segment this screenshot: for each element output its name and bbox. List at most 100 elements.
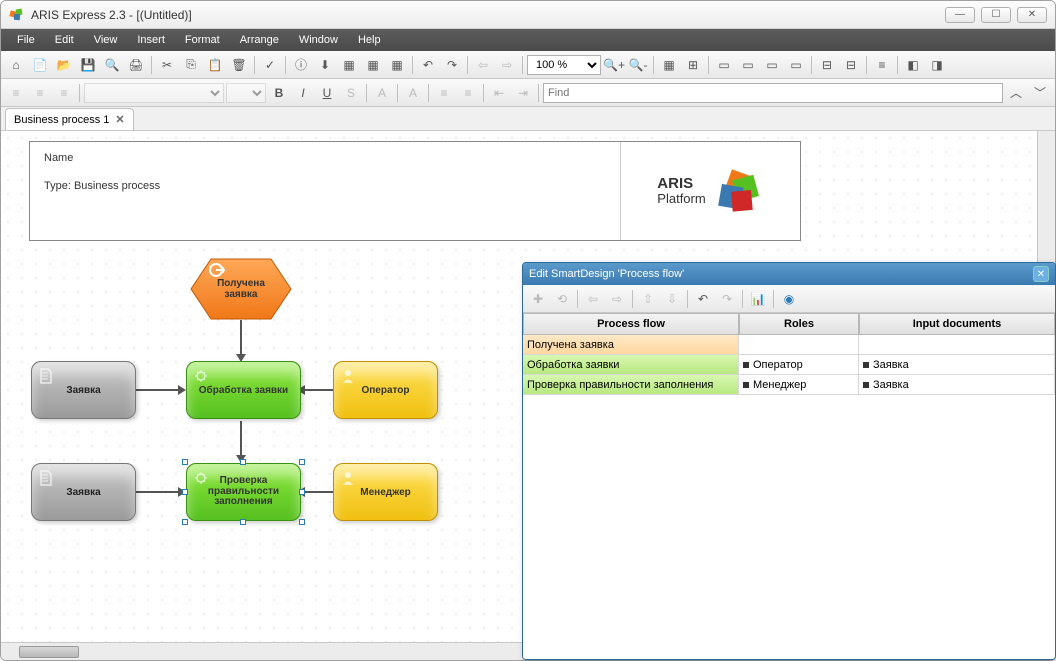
panel-undo-icon[interactable]: ↶ xyxy=(692,288,714,310)
align2-icon[interactable]: ▭ xyxy=(737,54,759,76)
export1-icon[interactable]: ⬇ xyxy=(314,54,336,76)
minimize-button[interactable]: — xyxy=(945,7,975,23)
nav-fwd-icon[interactable]: ⇨ xyxy=(496,54,518,76)
cell-flow[interactable]: Получена заявка xyxy=(523,335,739,355)
panel-help-icon[interactable]: ◉ xyxy=(778,288,800,310)
highlight-icon[interactable]: A xyxy=(402,82,424,104)
grid-icon[interactable]: ▦ xyxy=(658,54,680,76)
find-input[interactable] xyxy=(543,83,1003,103)
home-icon[interactable]: ⌂ xyxy=(5,54,27,76)
cell-doc[interactable]: Заявка xyxy=(859,375,1055,395)
sel-handle[interactable] xyxy=(182,489,188,495)
font-color-icon[interactable]: A xyxy=(371,82,393,104)
undo-icon[interactable]: ↶ xyxy=(417,54,439,76)
align1-icon[interactable]: ▭ xyxy=(713,54,735,76)
menu-format[interactable]: Format xyxy=(175,34,230,46)
maximize-button[interactable]: ☐ xyxy=(981,7,1011,23)
print-icon[interactable]: 🖨 xyxy=(125,54,147,76)
node-role-1[interactable]: Оператор xyxy=(333,361,438,419)
size-select[interactable] xyxy=(226,83,266,103)
menu-insert[interactable]: Insert xyxy=(127,34,175,46)
smartdesign-panel[interactable]: Edit SmartDesign 'Process flow' ✕ ✚ ⟲ ⇦ … xyxy=(522,262,1056,660)
bold-icon[interactable]: B xyxy=(268,82,290,104)
menu-file[interactable]: File xyxy=(7,34,45,46)
indent-icon[interactable]: ⇥ xyxy=(512,82,534,104)
cell-flow[interactable]: Обработка заявки xyxy=(523,355,739,375)
export-rtf-icon[interactable]: ▦ xyxy=(386,54,408,76)
list1-icon[interactable]: ≡ xyxy=(433,82,455,104)
cell-role[interactable]: Менеджер xyxy=(739,375,859,395)
font-select[interactable] xyxy=(84,83,224,103)
zoom-in-icon[interactable]: 🔍+ xyxy=(603,54,625,76)
cut-icon[interactable]: ✂ xyxy=(156,54,178,76)
sel-handle[interactable] xyxy=(240,519,246,525)
align3-icon[interactable]: ▭ xyxy=(761,54,783,76)
zoom-select[interactable]: 100 % xyxy=(527,55,601,75)
export-img-icon[interactable]: ▦ xyxy=(362,54,384,76)
zoom-out-icon[interactable]: 🔍- xyxy=(627,54,649,76)
col-input-documents[interactable]: Input documents xyxy=(859,313,1055,335)
info-icon[interactable]: ⓘ xyxy=(290,54,312,76)
new-icon[interactable]: 📄 xyxy=(29,54,51,76)
tab-close-icon[interactable]: ✕ xyxy=(115,113,124,126)
cell-doc[interactable]: Заявка xyxy=(859,355,1055,375)
preview-icon[interactable]: 🔍 xyxy=(101,54,123,76)
panel-right-icon[interactable]: ⇨ xyxy=(606,288,628,310)
menu-view[interactable]: View xyxy=(84,34,128,46)
node-func-1[interactable]: Обработка заявки xyxy=(186,361,301,419)
menu-help[interactable]: Help xyxy=(348,34,391,46)
menu-window[interactable]: Window xyxy=(289,34,348,46)
node-doc-2[interactable]: Заявка xyxy=(31,463,136,521)
outdent-icon[interactable]: ⇤ xyxy=(488,82,510,104)
node-role-2[interactable]: Менеджер xyxy=(333,463,438,521)
snap-icon[interactable]: ⊞ xyxy=(682,54,704,76)
find-next-icon[interactable]: ﹀ xyxy=(1029,82,1051,104)
titlebar[interactable]: ARIS Express 2.3 - [(Untitled)] — ☐ ✕ xyxy=(1,1,1055,29)
list2-icon[interactable]: ≡ xyxy=(457,82,479,104)
front-icon[interactable]: ◧ xyxy=(902,54,924,76)
group-icon[interactable]: ⊟ xyxy=(816,54,838,76)
sel-handle[interactable] xyxy=(299,489,305,495)
underline-icon[interactable]: U xyxy=(316,82,338,104)
redo-icon[interactable]: ↷ xyxy=(441,54,463,76)
save-icon[interactable]: 💾 xyxy=(77,54,99,76)
table-row[interactable]: Обработка заявкиОператорЗаявка xyxy=(523,355,1055,375)
menu-edit[interactable]: Edit xyxy=(45,34,84,46)
scroll-thumb[interactable] xyxy=(19,646,79,658)
node-doc-1[interactable]: Заявка xyxy=(31,361,136,419)
nav-back-icon[interactable]: ⇦ xyxy=(472,54,494,76)
cell-role[interactable]: Оператор xyxy=(739,355,859,375)
menu-arrange[interactable]: Arrange xyxy=(230,34,289,46)
sel-handle[interactable] xyxy=(182,519,188,525)
tab-business-process[interactable]: Business process 1 ✕ xyxy=(5,108,134,130)
align-left-icon[interactable]: ≡ xyxy=(5,82,27,104)
find-prev-icon[interactable]: ︿ xyxy=(1005,82,1027,104)
copy-icon[interactable]: ⎘ xyxy=(180,54,202,76)
table-row[interactable]: Получена заявка xyxy=(523,335,1055,355)
sel-handle[interactable] xyxy=(182,459,188,465)
cell-doc[interactable] xyxy=(859,335,1055,355)
panel-up-icon[interactable]: ⇧ xyxy=(637,288,659,310)
col-process-flow[interactable]: Process flow xyxy=(523,313,739,335)
panel-close-icon[interactable]: ✕ xyxy=(1033,266,1049,282)
panel-titlebar[interactable]: Edit SmartDesign 'Process flow' ✕ xyxy=(523,263,1055,285)
table-row[interactable]: Проверка правильности заполненияМенеджер… xyxy=(523,375,1055,395)
sel-handle[interactable] xyxy=(240,459,246,465)
panel-chart-icon[interactable]: 📊 xyxy=(747,288,769,310)
align-center-icon[interactable]: ≡ xyxy=(29,82,51,104)
cell-role[interactable] xyxy=(739,335,859,355)
node-func-2[interactable]: Проверка правильности заполнения xyxy=(186,463,301,521)
export-pdf-icon[interactable]: ▦ xyxy=(338,54,360,76)
align4-icon[interactable]: ▭ xyxy=(785,54,807,76)
close-button[interactable]: ✕ xyxy=(1017,7,1047,23)
paste-icon[interactable]: 📋 xyxy=(204,54,226,76)
open-icon[interactable]: 📂 xyxy=(53,54,75,76)
italic-icon[interactable]: I xyxy=(292,82,314,104)
panel-left-icon[interactable]: ⇦ xyxy=(582,288,604,310)
delete-icon[interactable]: 🗑 xyxy=(228,54,250,76)
ungroup-icon[interactable]: ⊟ xyxy=(840,54,862,76)
brush-icon[interactable]: ✓ xyxy=(259,54,281,76)
layout-icon[interactable]: ≡ xyxy=(871,54,893,76)
panel-redo-icon[interactable]: ↷ xyxy=(716,288,738,310)
align-right-icon[interactable]: ≡ xyxy=(53,82,75,104)
